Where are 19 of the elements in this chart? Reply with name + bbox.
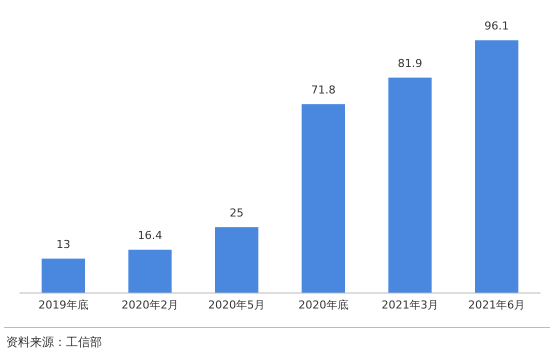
x-tick-label: 2020年5月 [208, 298, 266, 312]
x-tick-label: 2021年3月 [382, 298, 438, 312]
data-label: 25 [230, 206, 244, 220]
data-label: 96.1 [484, 20, 509, 33]
bar [42, 258, 85, 293]
bar [388, 78, 432, 293]
bar [128, 250, 172, 293]
bar [215, 227, 258, 293]
text: 资料来源：工信部 [6, 334, 102, 351]
bar [302, 104, 345, 293]
data-label: 71.8 [311, 83, 336, 96]
bar [475, 40, 518, 293]
data-label: 81.9 [398, 56, 422, 70]
data-label: 16.4 [138, 229, 162, 242]
x-tick-label: 2021年6月 [468, 298, 526, 312]
data-label: 13 [56, 238, 70, 251]
x-tick-label: 2020年2月 [122, 298, 178, 312]
x-tick-label: 2020年底 [298, 298, 348, 312]
x-tick-label: 2019年底 [38, 298, 88, 312]
